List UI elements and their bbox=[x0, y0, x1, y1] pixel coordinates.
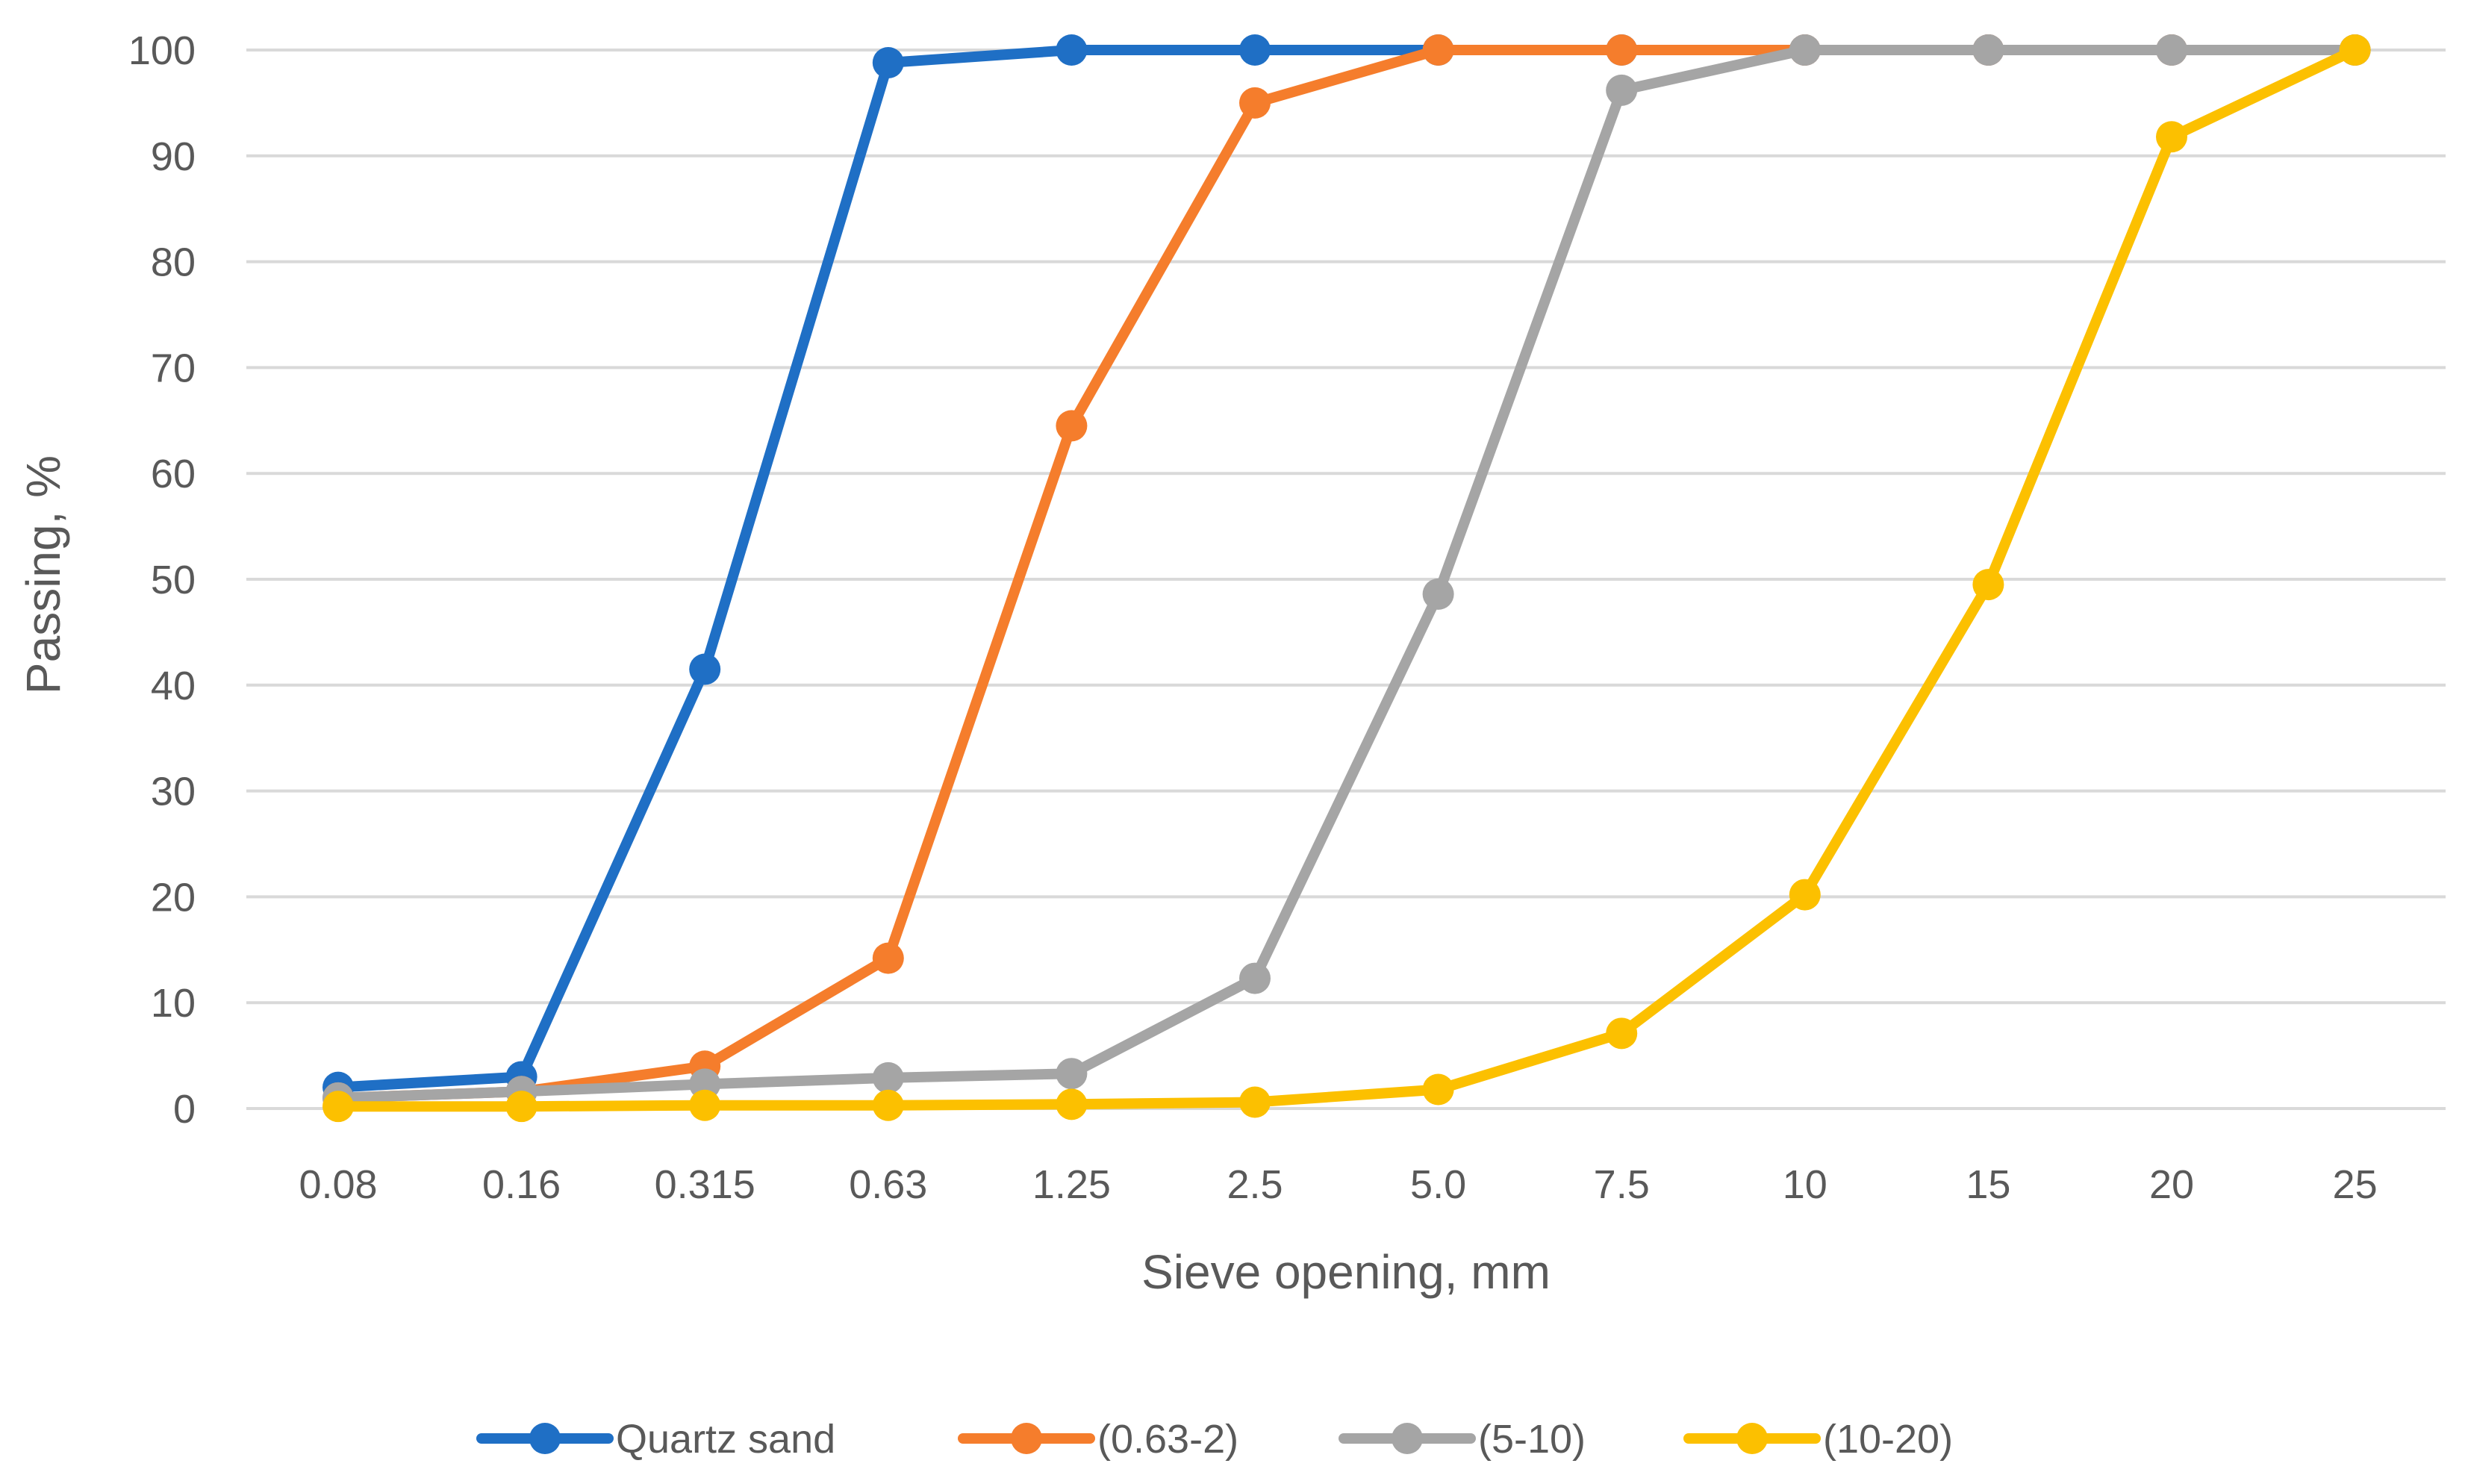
legend-marker bbox=[1736, 1423, 1768, 1454]
series-4 bbox=[322, 34, 2371, 1123]
data-point bbox=[2339, 34, 2371, 66]
legend-label: (0.63-2) bbox=[1097, 1417, 1238, 1462]
axes: 0 10 20 30 40 50 60 70 80 90 100 0.08 0.16 0.315 0.63 1… bbox=[128, 28, 2378, 1207]
y-tick-label: 0 bbox=[173, 1087, 196, 1132]
legend-label: Quartz sand bbox=[616, 1417, 835, 1462]
legend-marker bbox=[529, 1423, 561, 1454]
grid bbox=[246, 49, 2446, 1110]
series-line bbox=[333, 45, 2361, 1103]
data-point bbox=[872, 942, 904, 974]
y-tick-label: 50 bbox=[151, 558, 196, 602]
data-point bbox=[1422, 34, 1454, 66]
series-2 bbox=[322, 34, 2371, 1114]
y-tick-label: 30 bbox=[151, 770, 196, 814]
y-tick-label: 40 bbox=[151, 664, 196, 708]
data-point bbox=[505, 1091, 537, 1123]
y-tick-label: 60 bbox=[151, 452, 196, 496]
y-axis-title: Passing, % bbox=[16, 455, 70, 694]
data-point bbox=[1056, 1058, 1088, 1090]
data-point bbox=[872, 47, 904, 79]
y-tick-label: 70 bbox=[151, 346, 196, 390]
legend-item: (10-20) bbox=[1683, 1417, 1953, 1462]
x-tick-label: 2.5 bbox=[1227, 1162, 1283, 1207]
y-tick-label: 80 bbox=[151, 240, 196, 285]
data-point bbox=[1789, 34, 1821, 66]
series-1 bbox=[322, 34, 2371, 1103]
x-tick-label: 0.315 bbox=[655, 1162, 755, 1207]
data-point bbox=[1239, 1086, 1271, 1118]
series-line bbox=[333, 45, 2361, 1103]
legend-marker bbox=[1392, 1423, 1423, 1454]
y-tick-label: 90 bbox=[151, 134, 196, 179]
x-tick-label: 7.5 bbox=[1594, 1162, 1650, 1207]
data-point bbox=[1056, 34, 1088, 66]
series-line bbox=[333, 45, 2361, 1093]
legend-label: (10-20) bbox=[1823, 1417, 1953, 1462]
data-point bbox=[2156, 34, 2187, 66]
x-tick-label: 25 bbox=[2333, 1162, 2378, 1207]
data-point bbox=[872, 1061, 904, 1094]
data-point bbox=[1972, 34, 2004, 66]
data-point bbox=[689, 1089, 721, 1121]
data-point bbox=[872, 1089, 904, 1121]
data-point bbox=[1606, 1017, 1638, 1050]
data-point bbox=[1789, 879, 1821, 911]
legend-marker bbox=[1011, 1423, 1042, 1454]
data-point bbox=[1422, 578, 1454, 610]
data-point bbox=[1422, 1073, 1454, 1106]
series-plot bbox=[322, 34, 2371, 1123]
x-tick-label: 15 bbox=[1966, 1162, 2010, 1207]
data-point bbox=[1606, 74, 1638, 106]
legend-item: (5-10) bbox=[1339, 1417, 1586, 1462]
legend-item: Quartz sand bbox=[476, 1417, 835, 1462]
x-axis-title: Sieve opening, mm bbox=[1141, 1245, 1551, 1299]
y-tick-label: 100 bbox=[128, 28, 196, 73]
data-point bbox=[1239, 34, 1271, 66]
data-point bbox=[1056, 410, 1088, 442]
series-line bbox=[333, 45, 2361, 1112]
data-point bbox=[689, 653, 721, 685]
x-tick-label: 20 bbox=[2149, 1162, 2194, 1207]
data-point bbox=[322, 1091, 354, 1123]
y-tick-label: 10 bbox=[151, 981, 196, 1026]
x-tick-label: 0.08 bbox=[299, 1162, 377, 1207]
legend-label: (5-10) bbox=[1478, 1417, 1586, 1462]
x-tick-label: 5.0 bbox=[1410, 1162, 1466, 1207]
y-tick-label: 20 bbox=[151, 875, 196, 920]
data-point bbox=[1239, 87, 1271, 119]
legend-item: (0.63-2) bbox=[958, 1417, 1238, 1462]
data-point bbox=[1972, 569, 2004, 601]
x-tick-label: 10 bbox=[1783, 1162, 1827, 1207]
x-tick-label: 1.25 bbox=[1032, 1162, 1111, 1207]
x-tick-label: 0.63 bbox=[849, 1162, 927, 1207]
legend: Quartz sand (0.63-2) (5-10) (10-20) bbox=[476, 1417, 1953, 1462]
series-3 bbox=[322, 34, 2371, 1114]
data-point bbox=[1056, 1088, 1088, 1120]
data-point bbox=[2156, 121, 2187, 153]
data-point bbox=[1606, 34, 1638, 66]
x-tick-label: 0.16 bbox=[482, 1162, 561, 1207]
data-point bbox=[1239, 962, 1271, 994]
